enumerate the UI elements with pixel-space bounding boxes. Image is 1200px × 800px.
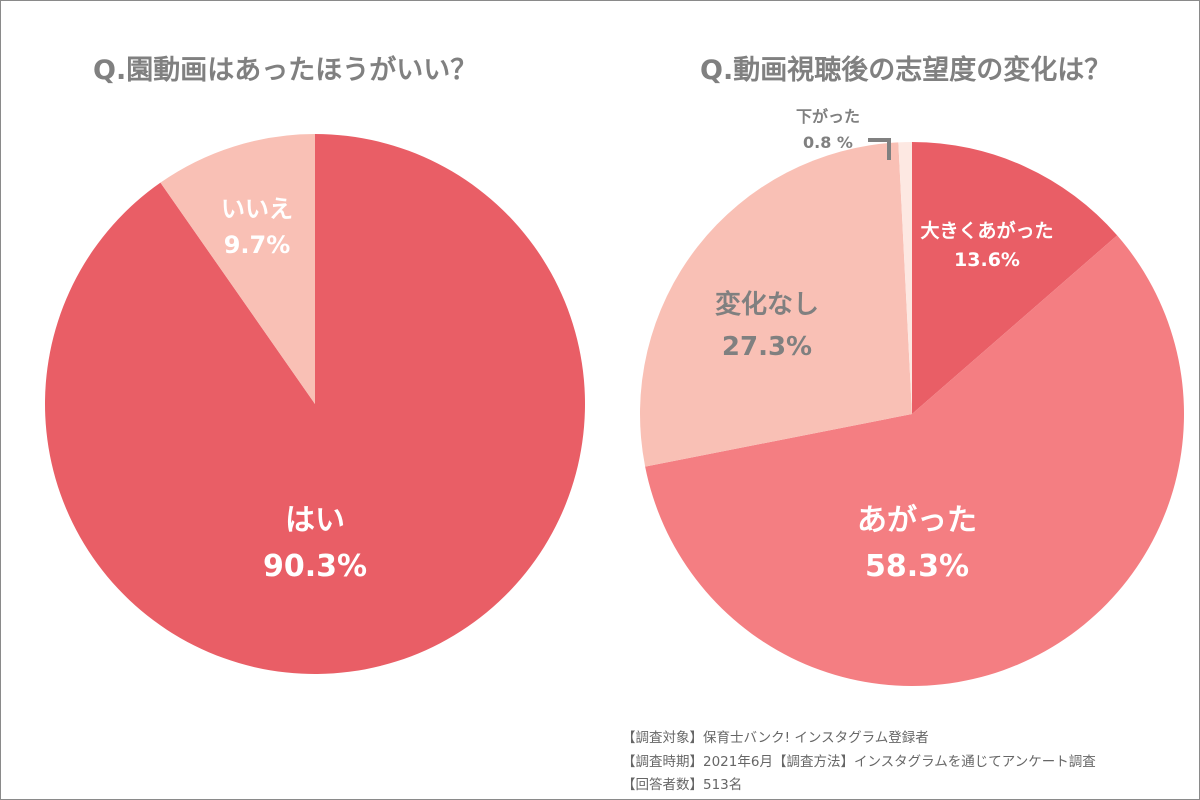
footer-line-respondents: 【回答者数】513名	[622, 777, 743, 793]
slice-label-iie: いいえ	[221, 195, 293, 223]
slice-label-henka-nashi: 変化なし	[715, 289, 819, 320]
footer-line-period-method: 【調査時期】2021年6月【調査方法】インスタグラムを通じてアンケート調査	[622, 754, 1096, 770]
slice-value-agatta: 58.3%	[865, 549, 969, 584]
pie-slice-1	[645, 235, 1184, 687]
pie-slice-3	[898, 142, 912, 414]
pie-chart-right	[640, 142, 1184, 687]
slice-label-sagatta: 下がった	[796, 107, 860, 126]
left-chart-title: Q.園動画はあったほうがいい？	[93, 55, 478, 86]
pie-slice-2	[640, 142, 912, 467]
slice-label-hai: はい	[285, 503, 345, 538]
pie-slice-0	[912, 142, 1118, 414]
pie-slice-1	[160, 134, 315, 404]
pie-chart-left	[44, 134, 586, 674]
sagatta-leader-line	[868, 138, 891, 160]
slice-label-agatta: あがった	[857, 503, 977, 538]
right-chart-title: Q.動画視聴後の志望度の変化は？	[700, 55, 1112, 86]
slice-value-ookiku-agatta: 13.6%	[954, 249, 1020, 271]
slice-value-iie: 9.7%	[224, 231, 291, 259]
slice-label-ookiku-agatta: 大きくあがった	[920, 219, 1053, 242]
slice-value-henka-nashi: 27.3%	[722, 332, 812, 362]
slice-value-sagatta: 0.8 %	[803, 133, 853, 152]
footer-line-target: 【調査対象】保育士バンク! インスタグラム登録者	[622, 730, 929, 746]
slice-value-hai: 90.3%	[263, 549, 367, 584]
